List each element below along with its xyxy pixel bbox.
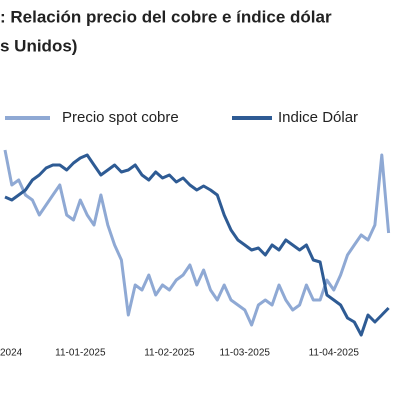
x-tick-label: 11-02-2025 — [144, 348, 195, 359]
x-tick-label: 2024 — [0, 348, 23, 359]
chart-title: s Unidos) — [0, 36, 77, 55]
data-line — [4, 153, 390, 337]
legend-label: Indice Dólar — [278, 109, 358, 126]
legend-label: Precio spot cobre — [62, 109, 179, 126]
x-tick-label: 11-04-2025 — [309, 348, 360, 359]
x-tick-label: 11-03-2025 — [220, 348, 271, 359]
chart-title: : Relación precio del cobre e índice dól… — [0, 7, 332, 26]
x-tick-label: 11-01-2025 — [55, 348, 106, 359]
